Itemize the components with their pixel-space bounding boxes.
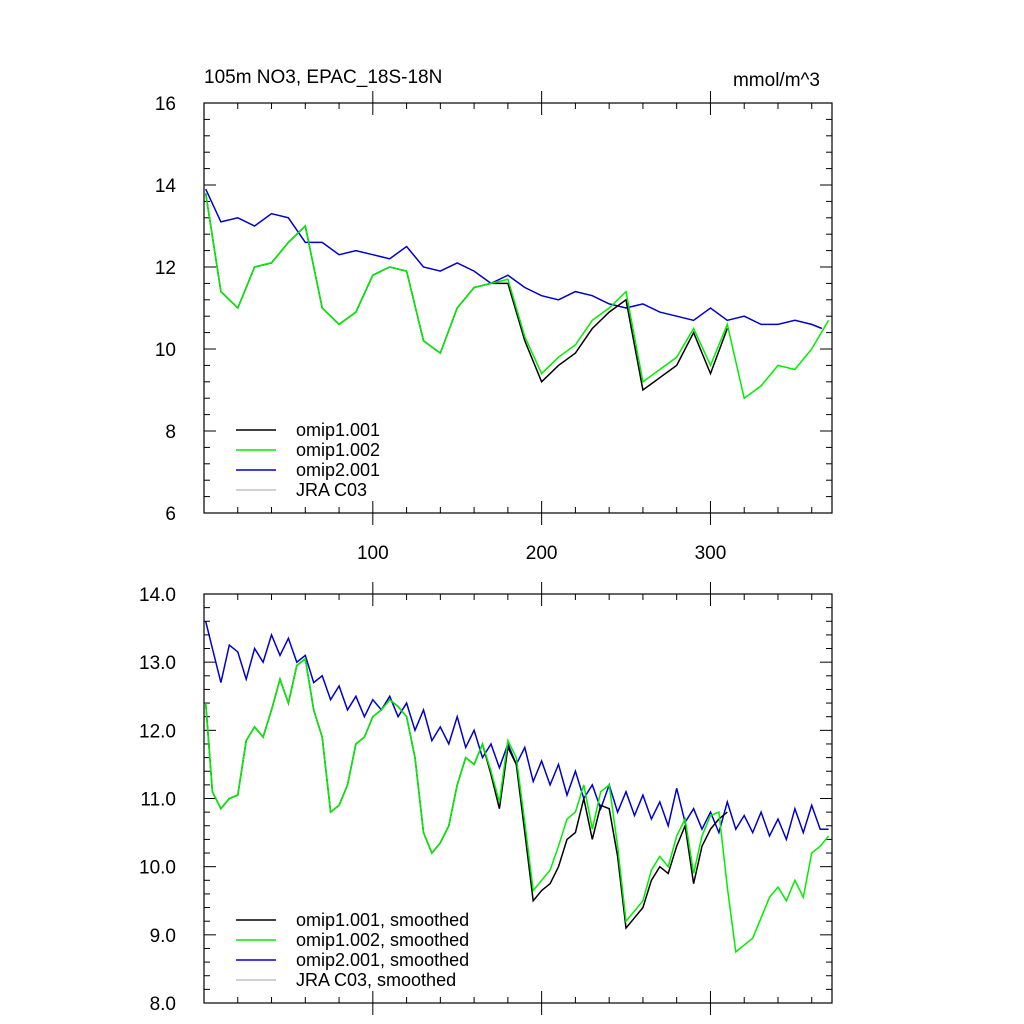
chart-title: 105m NO3, EPAC_18S-18N <box>204 67 442 88</box>
series-line-0 <box>204 193 729 392</box>
legend-label: omip1.002, smoothed <box>296 930 469 950</box>
y-tick-label: 10.0 <box>139 858 176 879</box>
y-tick-label: 8.0 <box>150 994 176 1015</box>
units-label: mmol/m^3 <box>733 70 820 91</box>
x-tick-label: 200 <box>526 543 558 564</box>
y-tick-label: 9.0 <box>150 926 176 947</box>
legend-label: omip1.002 <box>296 440 380 460</box>
series-line-1 <box>204 193 830 400</box>
y-tick-label: 14 <box>155 176 177 197</box>
top-panel: 6 8 10 12 14 16 100 200 300 omip1.001omip1.002omi… <box>155 91 833 564</box>
series-line-2 <box>205 188 823 330</box>
y-tick-label: 12.0 <box>139 721 176 742</box>
y-tick-label: 8 <box>165 422 176 443</box>
y-tick-label: 16 <box>155 94 176 115</box>
series-line-0 <box>204 657 728 930</box>
y-tick-label: 13.0 <box>139 653 176 674</box>
legend-label: omip2.001 <box>296 460 380 480</box>
x-tick-label: 100 <box>357 543 389 564</box>
legend-label: JRA C03, smoothed <box>296 970 456 990</box>
x-tick-label: 300 <box>695 543 727 564</box>
y-tick-label: 14.0 <box>139 585 176 606</box>
y-tick-label: 6 <box>165 504 176 525</box>
series-line-1 <box>204 657 830 954</box>
legend-label: omip1.001, smoothed <box>296 910 469 930</box>
legend-label: omip1.001 <box>296 420 380 440</box>
bottom-panel: 8.0 9.0 10.0 11.0 12.0 13.0 14.0 omip1.001, smo… <box>139 582 833 1015</box>
y-tick-label: 10 <box>155 340 176 361</box>
plot-frame <box>203 102 833 514</box>
series-line-2 <box>204 621 829 842</box>
legend-label: omip2.001, smoothed <box>296 950 469 970</box>
y-tick-label: 12 <box>155 258 176 279</box>
y-tick-label: 11.0 <box>140 790 176 811</box>
legend-label: JRA C03 <box>296 480 367 500</box>
